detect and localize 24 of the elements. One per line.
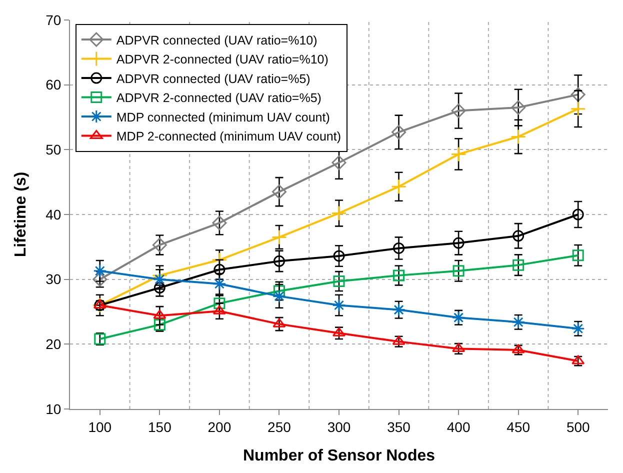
x-tick-label: 200 xyxy=(208,418,232,435)
y-tick-label: 50 xyxy=(46,142,62,158)
x-tick-label: 500 xyxy=(566,418,590,435)
x-tick-label: 100 xyxy=(88,418,112,435)
x-tick-label: 250 xyxy=(268,418,292,435)
x-tick-label: 150 xyxy=(148,418,172,435)
x-tick-label: 450 xyxy=(506,418,530,435)
y-axis-title: Lifetime (s) xyxy=(12,172,30,258)
x-tick-label: 300 xyxy=(327,418,351,435)
legend-label: ADPVR connected (UAV ratio=%10) xyxy=(116,33,318,48)
y-tick-label: 30 xyxy=(46,271,62,288)
legend-label: ADPVR 2-connected (UAV ratio=%10) xyxy=(116,52,328,67)
y-tick-label: 20 xyxy=(46,336,62,352)
y-tick-label: 10 xyxy=(46,400,62,417)
x-tick-label: 400 xyxy=(446,418,470,435)
legend-label: MDP 2-connected (minimum UAV count) xyxy=(116,130,342,144)
y-tick-label: 40 xyxy=(46,206,62,222)
legend-label: ADPVR connected (UAV ratio=%5) xyxy=(116,72,310,86)
y-tick-label: 60 xyxy=(46,76,62,93)
legend-label: ADPVR 2-connected (UAV ratio=%5) xyxy=(116,91,322,106)
x-tick-label: 350 xyxy=(387,418,411,435)
y-tick-label: 70 xyxy=(46,12,62,28)
x-axis-title: Number of Sensor Nodes xyxy=(242,448,436,464)
legend-label: MDP connected (minimum UAV count) xyxy=(116,110,330,124)
